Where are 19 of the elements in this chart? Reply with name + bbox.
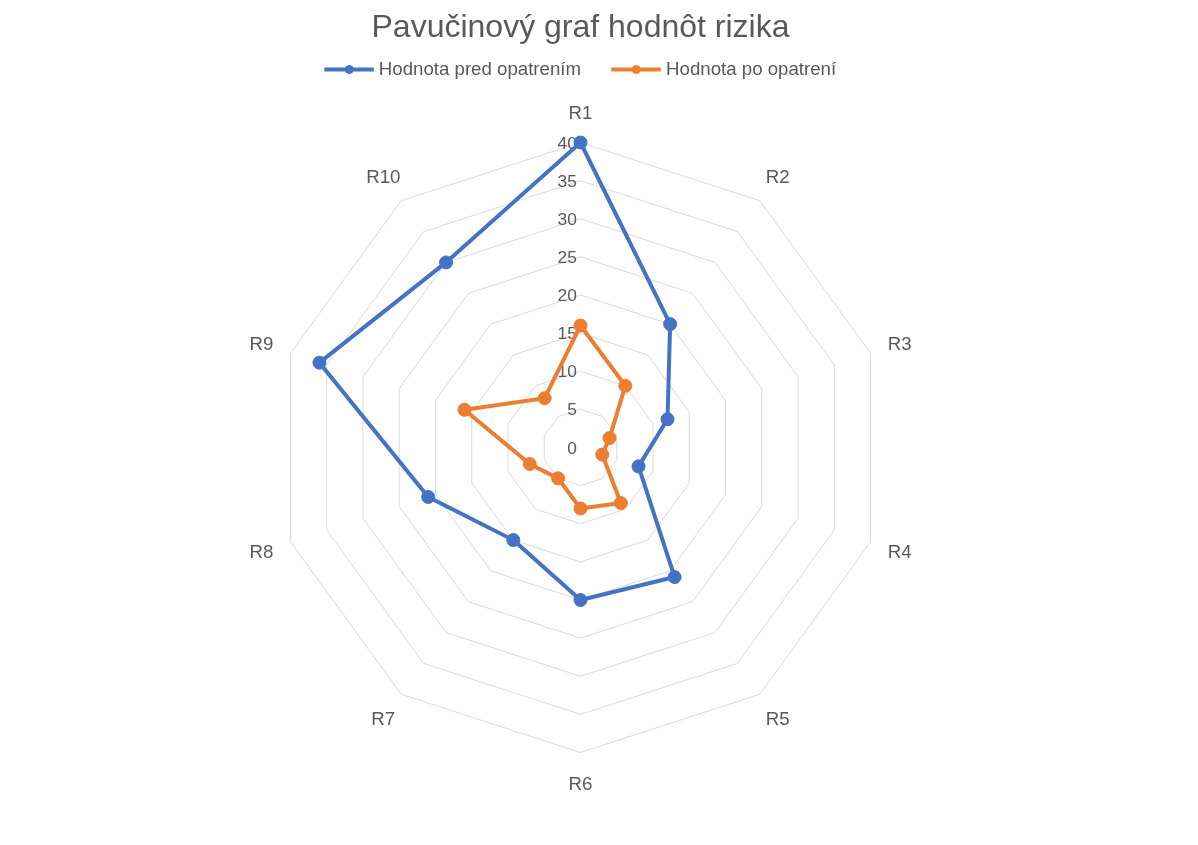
legend-label: Hodnota po opatrení: [666, 58, 837, 80]
spoke-label: R8: [249, 540, 274, 562]
y-tick-label: 0: [567, 437, 577, 458]
y-tick-label: 5: [567, 399, 577, 420]
y-tick-label: 30: [557, 208, 577, 229]
spoke-label: R9: [249, 333, 274, 355]
chart-title: Pavučinový graf hodnôt rizika: [371, 7, 790, 44]
legend-label: Hodnota pred opatrením: [378, 58, 582, 80]
spoke-label: R1: [568, 101, 593, 123]
spoke-label: R6: [568, 772, 593, 794]
spoke-label: R3: [887, 333, 912, 355]
y-tick-label: 35: [557, 170, 577, 191]
y-tick-label: 25: [557, 246, 577, 267]
y-tick-label: 20: [557, 285, 577, 305]
spoke-label: R4: [887, 540, 912, 562]
spoke-label: R2: [765, 165, 790, 187]
spoke-label: R10: [366, 165, 401, 187]
spoke-label: R5: [765, 708, 790, 730]
spoke-label: R7: [371, 708, 396, 730]
